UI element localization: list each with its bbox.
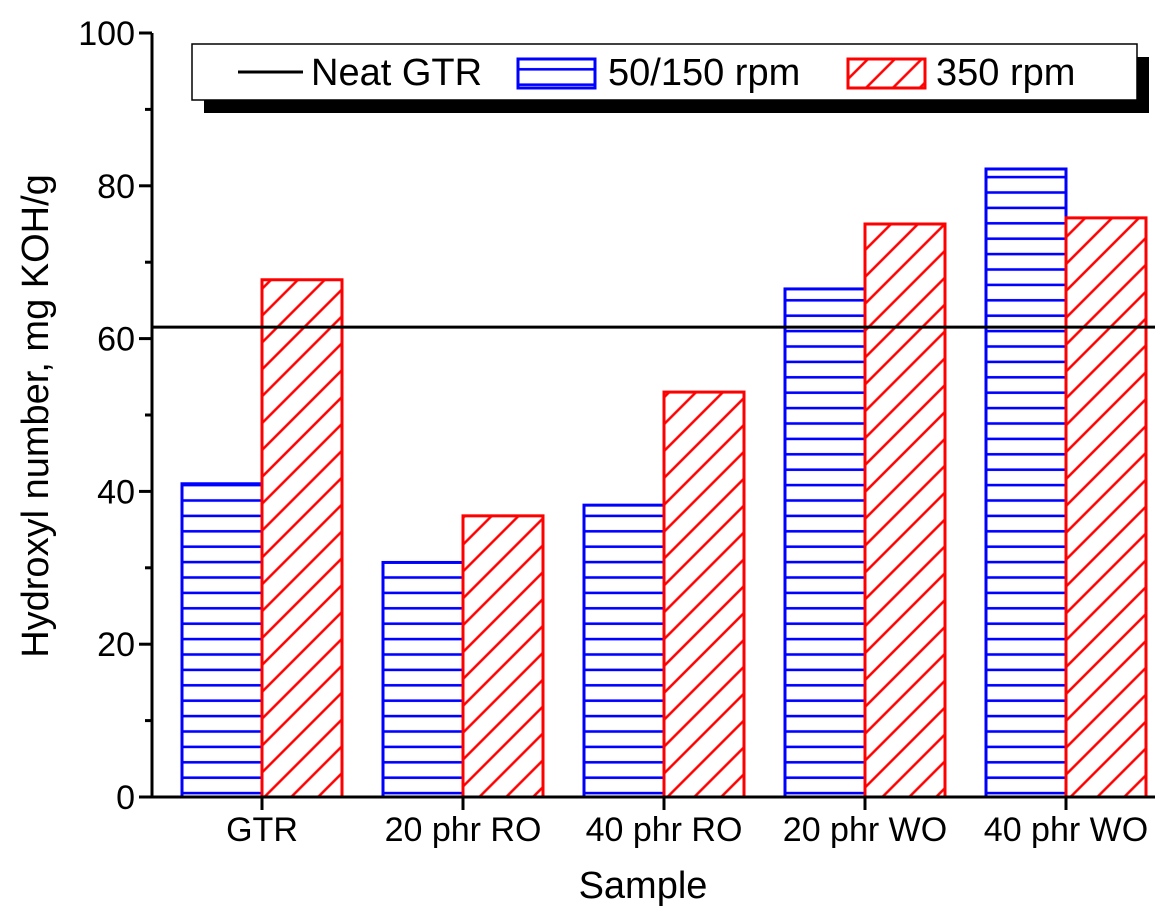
bar-series1-0 [180, 482, 264, 799]
bar-series1-2 [582, 503, 666, 799]
x-tick-label-3: 20 phr WO [783, 811, 947, 849]
legend-key-series2 [846, 57, 927, 90]
legend: Neat GTR 50/150 rpm 350 rpm [191, 43, 1149, 113]
x-tick-label-2: 40 phr RO [586, 811, 743, 849]
bar-series2-4 [1064, 216, 1148, 799]
y-tick-label-3: 60 [97, 321, 135, 359]
bar-series1-1 [381, 560, 465, 799]
x-tick-label-4: 40 phr WO [984, 811, 1148, 849]
legend-key-series1 [516, 57, 597, 90]
y-tick-label-4: 80 [97, 168, 135, 206]
bar-series2-0 [260, 278, 344, 799]
bars-layer [180, 167, 1148, 799]
legend-label-neat-gtr: Neat GTR [311, 52, 482, 94]
y-tick-label-1: 20 [97, 626, 135, 664]
bar-series1-4 [984, 167, 1068, 799]
bar-series1-3 [783, 287, 867, 799]
x-axis-title: Sample [579, 865, 708, 907]
x-tick-label-1: 20 phr RO [385, 811, 542, 849]
y-tick-label-5: 100 [78, 15, 135, 53]
legend-label-series1: 50/150 rpm [608, 52, 800, 94]
legend-label-series2: 350 rpm [936, 52, 1075, 94]
bar-series2-3 [863, 222, 947, 799]
y-tick-label-2: 40 [97, 473, 135, 511]
bar-series2-1 [461, 514, 545, 799]
bar-series2-2 [662, 390, 746, 799]
y-tick-label-0: 0 [116, 779, 135, 817]
y-axis-title: Hydroxyl number, mg KOH/g [15, 174, 57, 658]
axes-layer: 0 20 40 60 80 100 GTR 20 phr RO 40 phr RO 20 phr … [78, 15, 1155, 849]
x-tick-label-0: GTR [226, 811, 298, 849]
legend-box [191, 43, 1138, 101]
